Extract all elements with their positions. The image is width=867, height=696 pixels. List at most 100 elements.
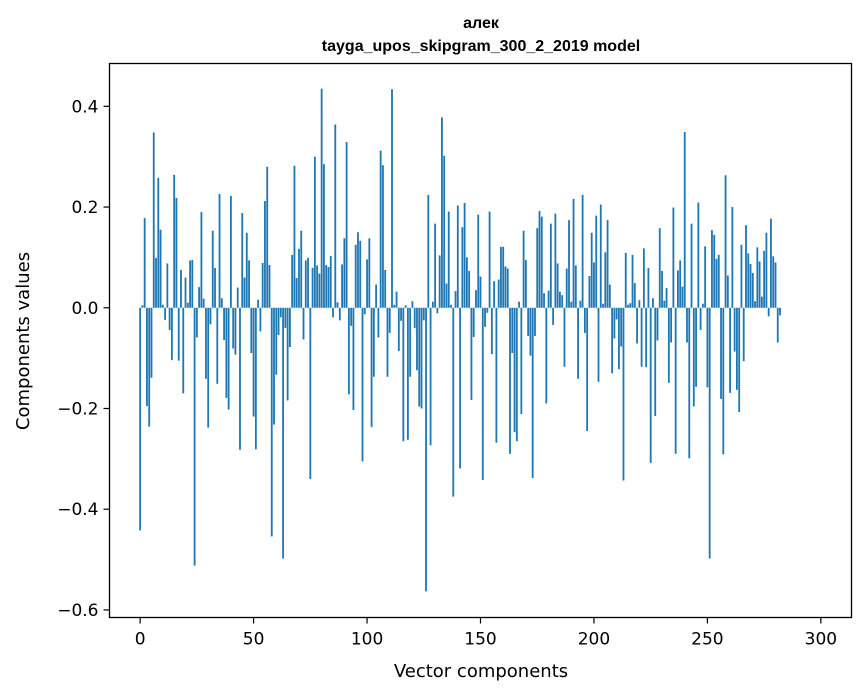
bar (484, 307, 486, 327)
bar (554, 213, 557, 308)
bar (488, 211, 491, 308)
bar (155, 257, 157, 308)
bar (173, 174, 176, 308)
bar (652, 298, 654, 308)
bar (754, 301, 756, 308)
bar (318, 273, 321, 308)
chart-title: алек (463, 15, 500, 32)
bar (332, 307, 334, 318)
bar (633, 283, 636, 308)
bar (361, 307, 364, 462)
bar (391, 89, 393, 308)
bar (229, 195, 232, 308)
bar (293, 165, 296, 308)
bar (720, 307, 722, 399)
bar (257, 299, 260, 308)
bar (549, 223, 552, 308)
bar (425, 307, 427, 592)
bar (683, 131, 686, 308)
bar (513, 307, 516, 433)
bar (218, 193, 221, 308)
bar (577, 307, 579, 379)
bar (357, 232, 359, 308)
bar (654, 307, 657, 417)
bar (479, 276, 482, 308)
bar (411, 301, 414, 308)
bar (556, 263, 559, 308)
bar (760, 296, 763, 308)
bar (436, 307, 439, 314)
bar (701, 303, 704, 308)
bar (742, 307, 745, 362)
y-tick-label: 0.4 (71, 97, 98, 117)
bar (518, 301, 520, 308)
bar (711, 230, 713, 308)
bar (386, 307, 389, 377)
bar (395, 291, 398, 308)
bar (593, 262, 595, 308)
bar (284, 307, 287, 328)
bar (161, 304, 164, 308)
bar (254, 307, 257, 450)
bar (175, 197, 178, 308)
y-axis-label: Components values (13, 252, 34, 430)
bar (767, 307, 770, 317)
bar (443, 155, 446, 308)
bar (699, 307, 702, 330)
bar (193, 307, 196, 566)
bar (724, 175, 727, 308)
bar (568, 220, 570, 308)
bar (388, 307, 391, 333)
bar (661, 271, 663, 308)
bar (779, 307, 781, 316)
bar (729, 307, 732, 393)
bar (295, 278, 298, 308)
bar (338, 307, 341, 321)
bar (776, 307, 779, 343)
bar (679, 260, 682, 308)
bar (214, 267, 216, 308)
bar (502, 246, 505, 308)
bar (658, 228, 661, 308)
bar (447, 211, 450, 308)
bar (445, 283, 448, 308)
bar (168, 307, 171, 330)
bar (209, 307, 212, 325)
bar (379, 150, 382, 308)
bar (184, 277, 187, 308)
bar (366, 259, 368, 308)
bar (604, 252, 607, 308)
bar (529, 307, 532, 356)
x-tick-label: 100 (351, 630, 383, 650)
bar (275, 307, 278, 375)
bar (599, 204, 602, 308)
bar (481, 307, 484, 480)
bar (638, 300, 641, 308)
bar (772, 256, 775, 308)
bar (143, 218, 146, 308)
bar (631, 254, 634, 308)
bar (420, 307, 423, 409)
bar (418, 307, 421, 407)
bar (434, 223, 437, 308)
bar (307, 257, 309, 308)
bar (465, 257, 468, 308)
bar (688, 307, 691, 459)
bar (354, 244, 357, 308)
bar (615, 307, 618, 320)
bar (397, 307, 400, 352)
bar (409, 307, 412, 377)
bar (325, 264, 328, 308)
bar (765, 232, 768, 308)
bar (429, 307, 432, 446)
bar (404, 305, 407, 308)
bar (559, 291, 561, 308)
bar (681, 286, 684, 308)
bar (717, 254, 720, 308)
bar (751, 273, 754, 308)
bar (627, 304, 629, 308)
bar (468, 271, 471, 308)
bar (697, 202, 700, 308)
bar (152, 132, 155, 308)
bar (300, 230, 303, 308)
